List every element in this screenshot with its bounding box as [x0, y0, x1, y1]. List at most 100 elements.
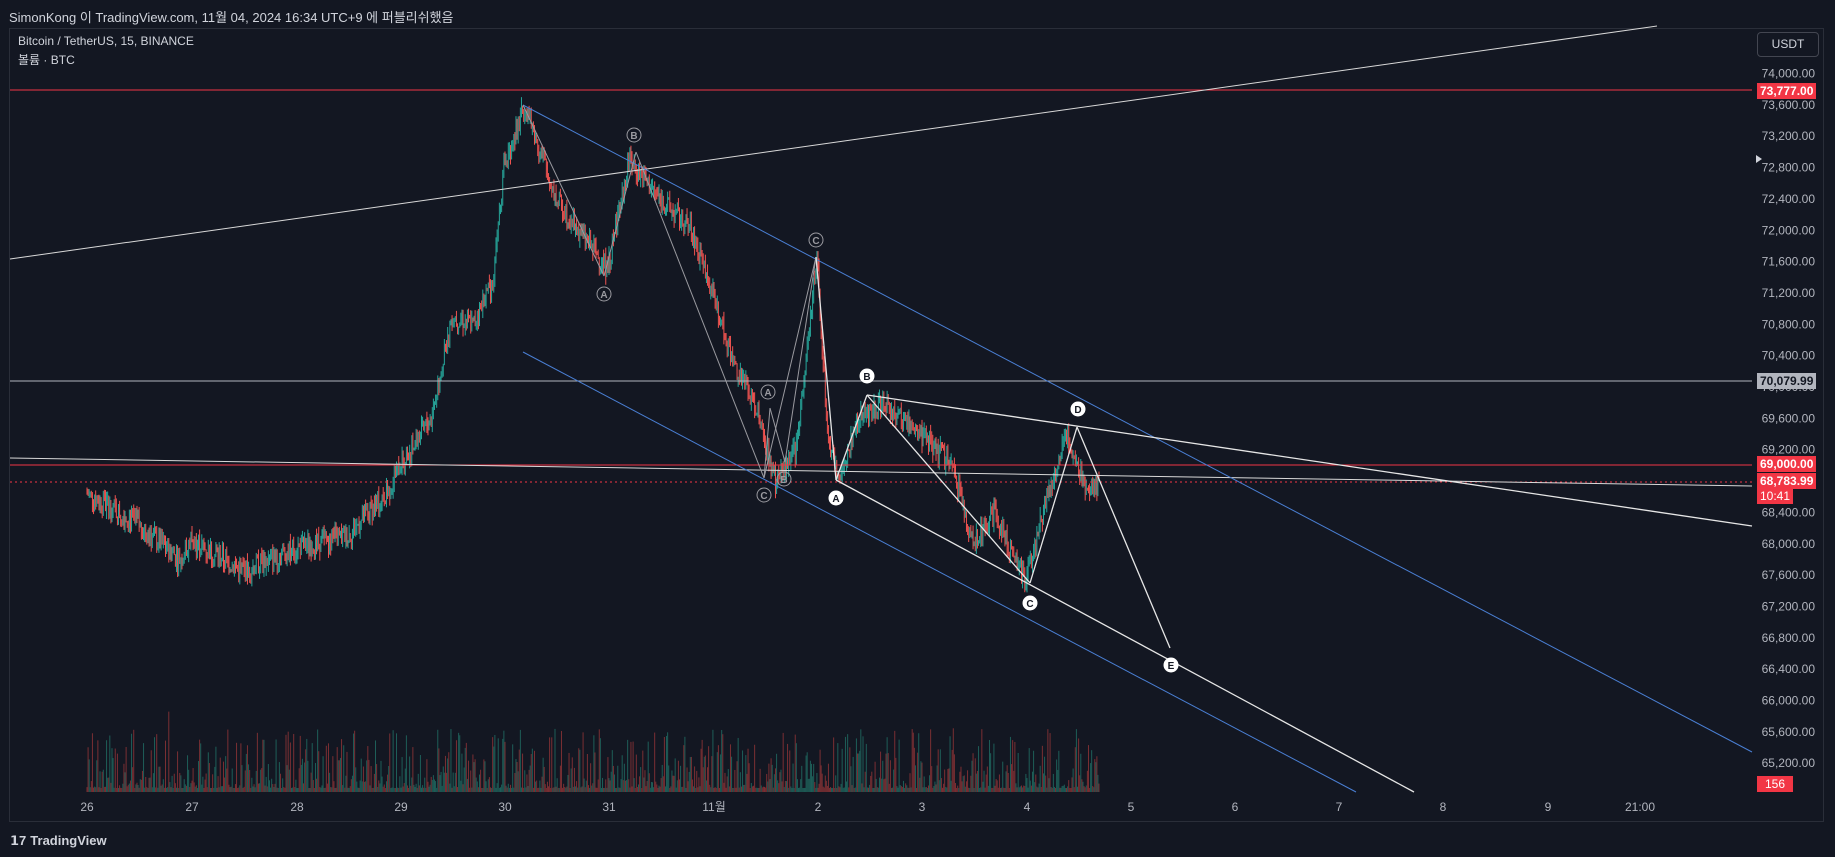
volume-bar: [461, 753, 463, 792]
wave-label-circle: [1070, 401, 1086, 417]
volume-bar: [474, 759, 476, 792]
volume-bar: [737, 737, 739, 792]
volume-bar: [640, 767, 642, 792]
price-tag-gray-level: 70,079.99: [1757, 373, 1817, 389]
volume-bar: [164, 740, 166, 792]
volume-bar: [703, 756, 705, 792]
volume-bar: [661, 764, 663, 792]
y-tick-label: 65,200.00: [1762, 756, 1816, 770]
volume-bar: [593, 735, 595, 792]
volume-bar: [1091, 750, 1093, 792]
volume-bar: [777, 780, 779, 792]
volume-bar: [686, 767, 688, 792]
volume-bar: [767, 781, 769, 792]
volume-bar: [812, 776, 814, 792]
volume-bar: [1001, 787, 1003, 792]
wave-label-circle: [1163, 657, 1179, 673]
volume-bar: [608, 778, 610, 792]
volume-bar: [932, 787, 934, 792]
volume-bar: [985, 774, 987, 792]
volume-bar: [371, 787, 373, 792]
volume-bar: [465, 742, 467, 792]
volume-bar: [765, 787, 767, 792]
y-tick-label: 65,600.00: [1762, 725, 1816, 739]
volume-bar: [566, 786, 568, 792]
volume-bar: [1073, 787, 1075, 792]
volume-bar: [691, 779, 693, 792]
volume-bar: [866, 787, 868, 792]
volume-bar: [815, 787, 817, 792]
volume-bar: [152, 773, 154, 792]
volume-bar: [422, 785, 424, 792]
symbol-legend[interactable]: Bitcoin / TetherUS, 15, BINANCE: [18, 34, 194, 48]
chart-frame[interactable]: [9, 28, 1824, 822]
volume-bar: [431, 779, 433, 792]
volume-bar: [660, 778, 662, 792]
volume-bar: [830, 787, 832, 792]
x-tick-label: 8: [1440, 800, 1447, 814]
x-tick-label: 27: [185, 800, 199, 814]
volume-bar: [882, 760, 884, 792]
volume-bar: [677, 760, 679, 792]
volume-bar: [1017, 753, 1019, 792]
volume-bar: [326, 783, 328, 792]
volume-bar: [591, 785, 593, 792]
volume-bar: [284, 787, 286, 792]
volume-bar: [195, 785, 197, 792]
drawings: [9, 25, 1753, 793]
volume-bar: [714, 787, 716, 792]
volume-bar: [931, 766, 933, 792]
volume-bar: [837, 743, 839, 792]
volume-bar: [893, 769, 895, 792]
volume-bar: [321, 785, 323, 792]
volume-bar: [605, 779, 607, 792]
volume-bar: [554, 728, 556, 792]
volume-bar: [707, 767, 709, 792]
volume-bar: [992, 787, 994, 792]
volume-bar: [111, 748, 113, 792]
volume-bar: [862, 736, 864, 792]
volume-bar: [818, 783, 820, 792]
volume-bar: [1051, 787, 1053, 792]
wave-label-circle: [756, 487, 772, 503]
volume-bar: [666, 735, 668, 792]
volume-bar: [753, 785, 755, 792]
volume-bar: [970, 775, 972, 792]
volume-bar: [212, 774, 214, 792]
volume-bar: [136, 782, 138, 792]
volume-bar: [109, 735, 111, 792]
volume-bar: [809, 760, 811, 792]
volume-bar: [698, 777, 700, 792]
volume-bar: [731, 756, 733, 792]
volume-bar: [943, 783, 945, 792]
volume-bar: [148, 777, 150, 792]
volume-bar: [196, 787, 198, 792]
volume-bar: [1044, 756, 1046, 792]
volume-bar: [657, 787, 659, 792]
volume-bar: [823, 787, 825, 792]
volume-bar: [663, 736, 665, 792]
volume-bar: [482, 787, 484, 792]
volume-bar: [1056, 759, 1058, 792]
volume-bar: [562, 787, 564, 792]
volume-bar: [749, 787, 751, 792]
volume-bar: [370, 766, 372, 792]
y-tick-label: 69,200.00: [1762, 443, 1816, 457]
volume-bar: [704, 755, 706, 792]
tradingview-logo[interactable]: 𝟭7 TradingView: [10, 833, 107, 849]
volume-bar: [475, 777, 477, 792]
volume-bar: [600, 787, 602, 792]
volume-bar: [838, 786, 840, 792]
currency-button[interactable]: USDT: [1757, 32, 1819, 57]
volume-bar: [337, 760, 339, 792]
volume-bar: [836, 787, 838, 792]
volume-bar: [121, 787, 123, 792]
volume-bar: [332, 756, 334, 792]
volume-bar: [649, 787, 651, 792]
volume-legend[interactable]: 볼륨 · BTC: [18, 53, 75, 67]
volume-bar: [252, 786, 254, 792]
volume-bar: [953, 754, 955, 792]
volume-bar: [399, 776, 401, 792]
volume-bar: [356, 781, 358, 792]
